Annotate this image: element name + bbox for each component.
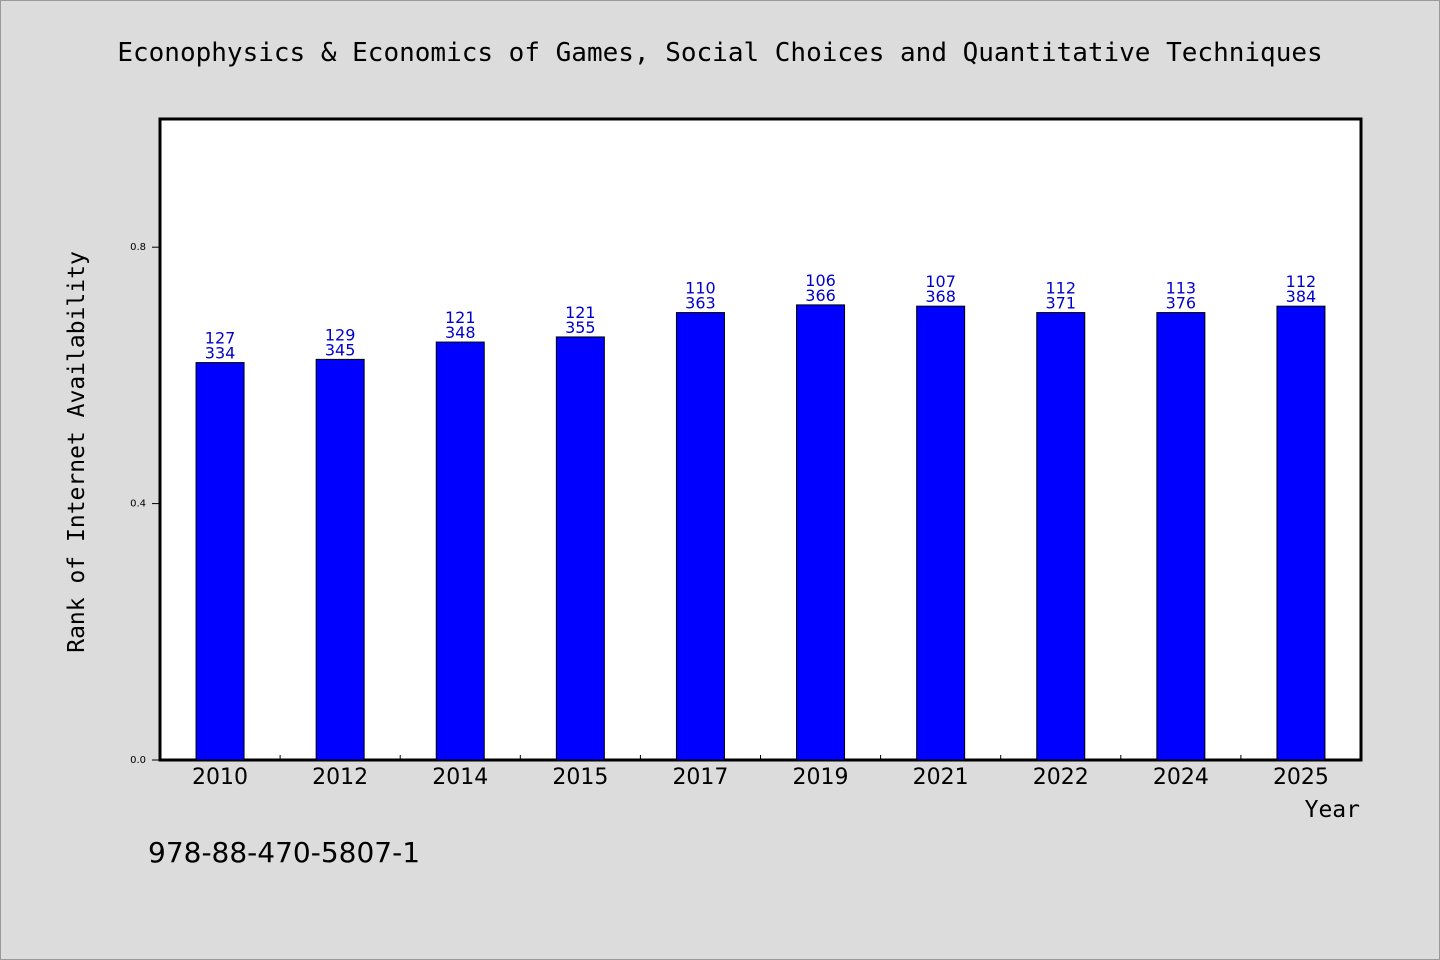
bar-2010 (195, 362, 245, 761)
y-tick-label: 0.0 (130, 755, 146, 766)
bar-label-bottom: 334 (205, 344, 236, 363)
bar-label-bottom: 371 (1045, 294, 1076, 313)
bar-2019 (796, 304, 846, 761)
bar-2025 (1276, 305, 1326, 761)
bar-label-top: 107 (925, 272, 956, 291)
bar-label-bottom: 355 (565, 318, 596, 337)
bar-label-top: 127 (205, 329, 236, 348)
bar-2012 (315, 358, 365, 761)
bar-2015 (555, 336, 605, 761)
bar-label-top: 121 (445, 308, 476, 327)
y-tick-label: 0.8 (130, 242, 146, 253)
bar-label-top: 113 (1166, 279, 1197, 298)
bar-label-top: 110 (685, 279, 716, 298)
bar-2022 (1036, 312, 1086, 761)
bar-2014 (435, 341, 485, 761)
bar-label-bottom: 368 (925, 287, 956, 306)
x-tick-label: 2015 (552, 765, 608, 790)
y-axis-title: Rank of Internet Availability (64, 251, 90, 653)
x-tick-label: 2021 (913, 765, 969, 790)
bar-label-top: 112 (1045, 279, 1076, 298)
bar-2021 (916, 305, 966, 761)
x-axis-title: Year (1305, 797, 1360, 823)
x-tick-label: 2024 (1153, 765, 1209, 790)
bar-2017 (675, 312, 725, 761)
isbn-text: 978-88-470-5807-1 (148, 836, 420, 869)
x-tick-label: 2019 (793, 765, 849, 790)
bar-label-bottom: 376 (1166, 294, 1197, 313)
bar-label-bottom: 366 (805, 286, 836, 305)
x-tick-label: 2017 (672, 765, 728, 790)
bar-label-top: 112 (1286, 272, 1317, 291)
bar-label-bottom: 345 (325, 340, 356, 359)
bar-label-top: 129 (325, 325, 356, 344)
x-tick-label: 2014 (432, 765, 488, 790)
x-tick-label: 2025 (1273, 765, 1329, 790)
bar-label-top: 106 (805, 271, 836, 290)
bar-label-bottom: 348 (445, 323, 476, 342)
bars-group (195, 304, 1326, 761)
bar-label-top: 121 (565, 303, 596, 322)
chart-title: Econophysics & Economics of Games, Socia… (117, 38, 1322, 68)
y-axis: 0.0 0.4 0.8 (130, 242, 160, 766)
x-tick-label: 2022 (1033, 765, 1089, 790)
bar-2024 (1156, 312, 1206, 761)
x-tick-label: 2012 (312, 765, 368, 790)
bar-label-bottom: 384 (1286, 287, 1317, 306)
x-tick-label: 2010 (192, 765, 248, 790)
bar-labels-group: 1273341293451213481213551103631063661073… (205, 271, 1316, 363)
x-axis: 2010 2012 2014 2015 2017 2019 2021 2022 2024 2025 (192, 755, 1329, 790)
bar-label-bottom: 363 (685, 294, 716, 313)
y-tick-label: 0.4 (130, 499, 146, 510)
